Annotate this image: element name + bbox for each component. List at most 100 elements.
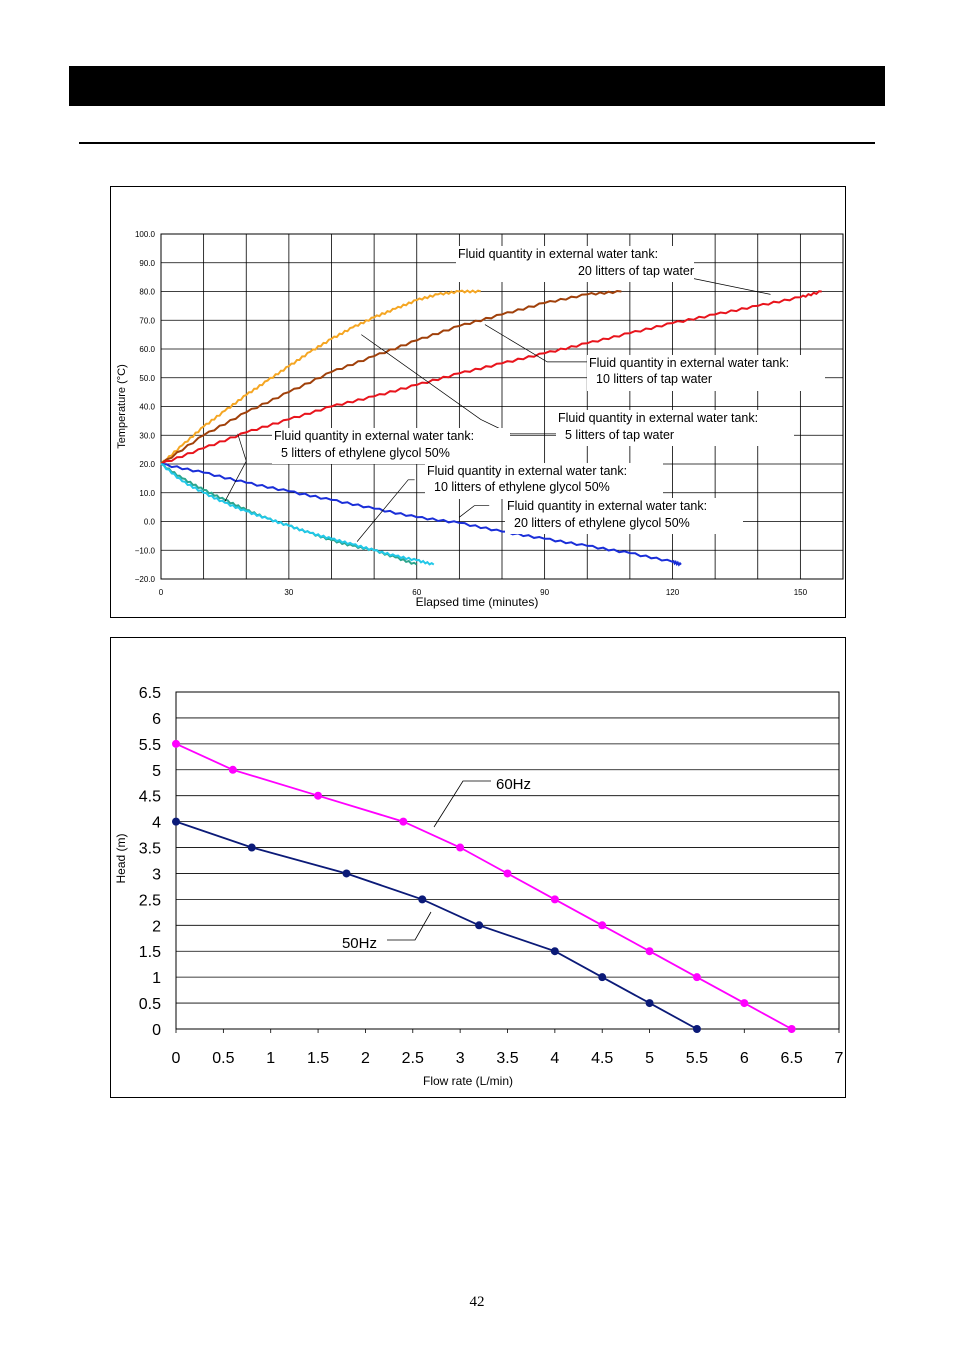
leader-60hz xyxy=(433,780,491,828)
data-point-50Hz xyxy=(645,999,654,1008)
data-point-50Hz xyxy=(598,973,607,982)
data-point-60Hz xyxy=(645,947,654,956)
y-tick-label: 1 xyxy=(152,970,161,987)
annotation-leader-4 xyxy=(356,479,415,542)
annotation-background xyxy=(587,355,825,391)
x-tick-label: 150 xyxy=(794,588,808,597)
annotation-background xyxy=(425,463,663,499)
data-point-60Hz xyxy=(787,1025,796,1033)
temperature-chart-frame: −20.0 −10.0 0.0 10.0 20.0 30.0 40.0 50.0 60.0 70.… xyxy=(110,186,846,618)
y-tick-label: 4 xyxy=(152,815,161,832)
x-tick-label: 60 xyxy=(412,588,421,597)
annotation-line2: 20 litters of tap water xyxy=(578,264,694,278)
annotation-leader-0 xyxy=(693,278,771,295)
x-tick-label: 0 xyxy=(172,1050,181,1067)
y-tick-label: 6 xyxy=(152,711,161,728)
y-tick-label: 6.5 xyxy=(139,685,161,702)
y-tick-label: 20.0 xyxy=(139,460,155,469)
data-point-60Hz xyxy=(598,921,607,930)
x-tick-label: 4 xyxy=(550,1050,559,1067)
data-point-50Hz xyxy=(172,817,180,826)
series-line-3 xyxy=(160,463,682,567)
x-tick-label: 3 xyxy=(456,1050,465,1067)
y-tick-label: 2.5 xyxy=(139,892,161,909)
y-tick-label: 60.0 xyxy=(139,345,155,354)
leader-50hz xyxy=(387,911,432,941)
y-tick-label: 10.0 xyxy=(139,489,155,498)
header-rule xyxy=(79,142,875,144)
series-label-60hz: 60Hz xyxy=(496,776,531,793)
y-axis-label: Temperature (°C) xyxy=(116,364,128,448)
series-line-1 xyxy=(160,289,622,465)
x-tick-label: 7 xyxy=(835,1050,844,1067)
data-point-50Hz xyxy=(550,947,559,956)
y-tick-label: −20.0 xyxy=(135,575,156,584)
y-tick-label: −10.0 xyxy=(135,546,156,555)
x-tick-label: 90 xyxy=(540,588,549,597)
data-point-50Hz xyxy=(247,843,256,852)
data-point-50Hz xyxy=(692,1025,701,1033)
y-tick-label: 0 xyxy=(152,1022,161,1039)
x-tick-label: 6.5 xyxy=(781,1050,803,1067)
annotation-background xyxy=(505,498,743,534)
annotation-leader-3 xyxy=(224,433,247,502)
annotation-line1: Fluid quantity in external water tank: xyxy=(274,429,474,443)
annotation-background xyxy=(272,428,510,464)
temperature-chart: −20.0 −10.0 0.0 10.0 20.0 30.0 40.0 50.0 60.0 70.… xyxy=(116,230,844,609)
y-tick-label: 100.0 xyxy=(135,230,156,239)
x-tick-label: 5 xyxy=(645,1050,654,1067)
x-axis-label: Elapsed time (minutes) xyxy=(416,595,539,609)
y-tick-label: 0.5 xyxy=(139,996,161,1013)
y-tick-label: 50.0 xyxy=(139,374,155,383)
data-point-60Hz xyxy=(314,791,323,800)
annotation-background xyxy=(556,410,794,446)
y-tick-label: 5.5 xyxy=(139,737,161,754)
x-tick-label: 6 xyxy=(740,1050,749,1067)
x-tick-label: 0 xyxy=(159,588,164,597)
annotation-line2: 10 litters of ethylene glycol 50% xyxy=(434,480,610,494)
x-tick-label: 30 xyxy=(284,588,293,597)
y-tick-label: 4.5 xyxy=(139,789,161,806)
series-line-60Hz xyxy=(175,742,793,1030)
x-tick-label: 4.5 xyxy=(591,1050,613,1067)
y-tick-label: 3 xyxy=(152,866,161,883)
data-point-60Hz xyxy=(172,739,180,748)
data-point-50Hz xyxy=(475,921,484,930)
series-line-2 xyxy=(160,290,822,465)
y-axis-label: Head (m) xyxy=(114,833,128,883)
y-tick-label: 30.0 xyxy=(139,431,155,440)
data-point-60Hz xyxy=(503,869,512,878)
annotation-line1: Fluid quantity in external water tank: xyxy=(507,499,707,513)
x-tick-label: 2 xyxy=(361,1050,370,1067)
y-tick-label: 2 xyxy=(152,918,161,935)
header-bar xyxy=(69,66,885,106)
data-point-60Hz xyxy=(228,765,237,774)
y-tick-label: 80.0 xyxy=(139,288,155,297)
data-point-50Hz xyxy=(342,869,351,878)
annotation-line1: Fluid quantity in external water tank: xyxy=(427,464,627,478)
data-point-60Hz xyxy=(456,843,465,852)
page-number: 42 xyxy=(469,1294,485,1310)
x-tick-label: 1.5 xyxy=(307,1050,329,1067)
data-point-50Hz xyxy=(418,895,427,904)
x-tick-label: 3.5 xyxy=(496,1050,518,1067)
y-tick-label: 5 xyxy=(152,763,161,780)
data-point-60Hz xyxy=(399,817,408,826)
annotation-leader-1 xyxy=(484,324,588,363)
x-tick-label: 120 xyxy=(666,588,680,597)
x-tick-label: 1 xyxy=(266,1050,275,1067)
data-point-60Hz xyxy=(692,973,701,982)
y-tick-label: 40.0 xyxy=(139,403,155,412)
annotation-leader-2 xyxy=(361,334,558,435)
data-point-60Hz xyxy=(740,999,749,1008)
annotation-line1: Fluid quantity in external water tank: xyxy=(558,411,758,425)
series-label-50hz: 50Hz xyxy=(342,935,377,952)
y-tick-label: 1.5 xyxy=(139,944,161,961)
annotation-line2: 5 litters of tap water xyxy=(565,428,674,442)
x-axis-label: Flow rate (L/min) xyxy=(423,1074,513,1088)
series-line-5 xyxy=(160,463,435,566)
annotation-line1: Fluid quantity in external water tank: xyxy=(458,247,658,261)
annotation-line2: 10 litters of tap water xyxy=(596,372,712,386)
y-tick-label: 70.0 xyxy=(139,316,155,325)
y-tick-label: 90.0 xyxy=(139,259,155,268)
